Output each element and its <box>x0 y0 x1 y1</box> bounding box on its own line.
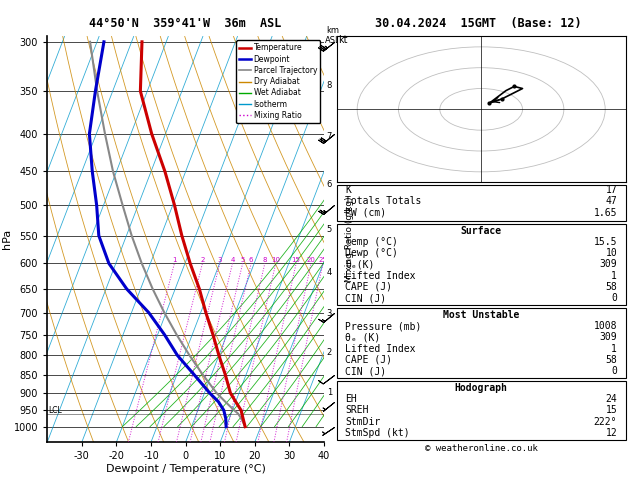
Text: km
ASL: km ASL <box>325 26 340 45</box>
Text: 3: 3 <box>326 309 332 318</box>
Bar <box>337 224 626 305</box>
Text: 58: 58 <box>606 282 617 292</box>
Text: LCL: LCL <box>48 406 62 415</box>
Text: 10: 10 <box>606 248 617 258</box>
Text: Dewp (°C): Dewp (°C) <box>345 248 398 258</box>
X-axis label: Dewpoint / Temperature (°C): Dewpoint / Temperature (°C) <box>106 464 265 474</box>
Text: θₑ(K): θₑ(K) <box>345 260 375 269</box>
Text: 58: 58 <box>606 355 617 365</box>
Text: 2: 2 <box>326 348 332 357</box>
Text: 12: 12 <box>606 428 617 438</box>
Text: StmDir: StmDir <box>345 417 381 427</box>
Text: Hodograph: Hodograph <box>455 383 508 393</box>
Text: StmSpd (kt): StmSpd (kt) <box>345 428 410 438</box>
Text: 309: 309 <box>599 260 617 269</box>
Text: 44°50'N  359°41'W  36m  ASL: 44°50'N 359°41'W 36m ASL <box>89 17 282 30</box>
Text: CIN (J): CIN (J) <box>345 293 386 303</box>
Text: 8: 8 <box>262 258 267 263</box>
Text: Lifted Index: Lifted Index <box>345 271 416 280</box>
Text: 5: 5 <box>240 258 245 263</box>
Text: 3: 3 <box>218 258 222 263</box>
Text: PW (cm): PW (cm) <box>345 208 386 218</box>
Bar <box>337 185 626 221</box>
Text: CAPE (J): CAPE (J) <box>345 355 392 365</box>
Text: Pressure (mb): Pressure (mb) <box>345 321 421 331</box>
Text: 1: 1 <box>326 388 332 397</box>
Text: 47: 47 <box>606 196 617 207</box>
Text: 20: 20 <box>306 258 316 263</box>
Text: 10: 10 <box>271 258 280 263</box>
Text: 0: 0 <box>611 366 617 376</box>
Text: kt: kt <box>338 35 348 45</box>
Text: 30.04.2024  15GMT  (Base: 12): 30.04.2024 15GMT (Base: 12) <box>375 17 581 30</box>
Text: EH: EH <box>345 394 357 404</box>
Text: 1008: 1008 <box>594 321 617 331</box>
Text: 1: 1 <box>611 344 617 354</box>
Text: CIN (J): CIN (J) <box>345 366 386 376</box>
Text: 15: 15 <box>606 405 617 416</box>
Text: 222°: 222° <box>594 417 617 427</box>
Text: 25: 25 <box>318 258 327 263</box>
Text: 6: 6 <box>326 180 332 189</box>
Text: θₑ (K): θₑ (K) <box>345 332 381 343</box>
Text: K: K <box>345 185 351 195</box>
Text: 24: 24 <box>606 394 617 404</box>
Text: 0: 0 <box>611 293 617 303</box>
Text: CAPE (J): CAPE (J) <box>345 282 392 292</box>
Text: © weatheronline.co.uk: © weatheronline.co.uk <box>425 444 538 453</box>
Text: 1.65: 1.65 <box>594 208 617 218</box>
Bar <box>337 382 626 440</box>
Text: Lifted Index: Lifted Index <box>345 344 416 354</box>
Text: 15.5: 15.5 <box>594 237 617 247</box>
Text: 4: 4 <box>230 258 235 263</box>
Text: 6: 6 <box>249 258 253 263</box>
Text: 2: 2 <box>200 258 204 263</box>
Text: 1: 1 <box>611 271 617 280</box>
Text: 8: 8 <box>326 81 332 90</box>
Text: SREH: SREH <box>345 405 369 416</box>
Text: 4: 4 <box>326 268 332 277</box>
Text: 1: 1 <box>172 258 177 263</box>
Text: 309: 309 <box>599 332 617 343</box>
Text: Surface: Surface <box>460 226 502 236</box>
Legend: Temperature, Dewpoint, Parcel Trajectory, Dry Adiabat, Wet Adiabat, Isotherm, Mi: Temperature, Dewpoint, Parcel Trajectory… <box>236 40 320 123</box>
Text: Totals Totals: Totals Totals <box>345 196 421 207</box>
Y-axis label: hPa: hPa <box>3 229 12 249</box>
Text: 17: 17 <box>606 185 617 195</box>
Text: Most Unstable: Most Unstable <box>443 310 520 320</box>
Text: 5: 5 <box>326 225 332 234</box>
Text: 7: 7 <box>326 133 332 141</box>
Text: Mixing Ratio (g/kg): Mixing Ratio (g/kg) <box>345 196 353 282</box>
Text: Temp (°C): Temp (°C) <box>345 237 398 247</box>
Bar <box>337 308 626 379</box>
Text: 15: 15 <box>292 258 301 263</box>
